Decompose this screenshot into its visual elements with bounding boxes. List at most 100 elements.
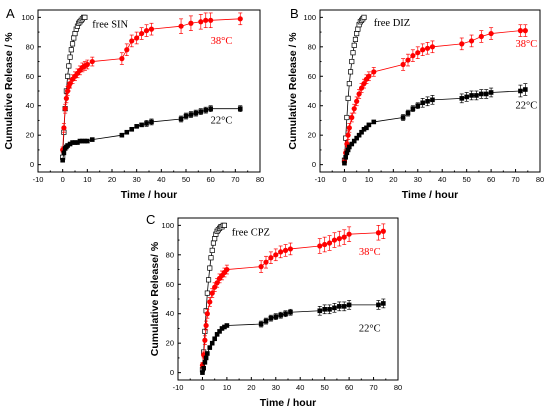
data-point xyxy=(134,124,139,129)
data-point xyxy=(483,91,489,97)
data-point xyxy=(263,318,269,324)
annotation-label: 22°C xyxy=(211,115,233,126)
plot-frame xyxy=(319,9,541,173)
data-point xyxy=(380,228,386,234)
data-point xyxy=(346,231,352,237)
series-line xyxy=(202,230,384,366)
data-point xyxy=(332,305,337,311)
data-point xyxy=(60,157,65,163)
series-line xyxy=(344,30,526,162)
data-point xyxy=(205,351,210,356)
data-point xyxy=(61,150,67,156)
data-point xyxy=(144,121,149,126)
data-point xyxy=(198,109,204,114)
data-point xyxy=(349,141,355,147)
data-point xyxy=(67,81,73,87)
data-point xyxy=(361,81,367,87)
data-point xyxy=(336,236,342,242)
data-point xyxy=(344,114,350,121)
data-point xyxy=(361,126,367,132)
annotation-label: 38°C xyxy=(516,39,538,50)
data-point xyxy=(178,23,184,29)
data-point xyxy=(351,138,357,144)
x-tick-label: 60 xyxy=(345,383,353,392)
data-point xyxy=(206,277,212,283)
y-tick-label: 60 xyxy=(166,280,174,289)
x-tick-label: 60 xyxy=(206,175,214,184)
data-point xyxy=(119,56,125,62)
data-point xyxy=(345,147,351,153)
data-point xyxy=(149,119,154,125)
data-point xyxy=(183,113,189,119)
data-point xyxy=(82,138,88,144)
data-point xyxy=(217,329,222,334)
data-point xyxy=(214,332,220,337)
data-point xyxy=(82,14,88,20)
x-tick-label: 80 xyxy=(256,175,264,184)
data-point xyxy=(71,35,77,41)
data-point xyxy=(143,28,150,34)
plot-frame xyxy=(37,9,261,173)
data-point xyxy=(366,73,372,79)
data-point xyxy=(415,103,421,109)
data-point xyxy=(139,122,144,128)
y-tick-label: 40 xyxy=(308,101,316,110)
data-point xyxy=(209,340,215,346)
series-0 xyxy=(60,14,88,160)
data-point xyxy=(188,112,194,117)
data-point xyxy=(212,336,217,342)
y-tick-label: 60 xyxy=(26,72,34,81)
data-point xyxy=(346,81,352,87)
data-point xyxy=(468,38,475,44)
data-point xyxy=(67,54,73,60)
data-point xyxy=(352,36,358,43)
data-point xyxy=(322,241,328,248)
data-point xyxy=(326,240,333,246)
data-point xyxy=(148,26,155,32)
x-tick-label: 0 xyxy=(200,383,204,392)
data-point xyxy=(224,323,230,328)
x-tick-label: 20 xyxy=(389,175,397,184)
x-tick-label: 60 xyxy=(487,175,495,184)
data-point xyxy=(202,360,208,365)
data-point xyxy=(420,100,425,106)
data-point xyxy=(62,106,68,112)
data-point xyxy=(278,249,284,255)
y-tick-label: 80 xyxy=(166,250,174,259)
y-axis-title: Cumulative Release / % xyxy=(287,32,299,150)
x-tick-label: 20 xyxy=(108,175,116,184)
y-axis-title: Cumulative Release / % xyxy=(3,32,15,150)
data-point xyxy=(364,125,369,131)
y-tick-label: 100 xyxy=(303,13,316,22)
x-tick-label: 10 xyxy=(223,383,231,392)
x-axis-title: Time / hour xyxy=(402,189,458,201)
panel-label: A xyxy=(6,6,15,21)
data-point xyxy=(345,95,351,101)
data-point xyxy=(341,304,347,309)
x-tick-label: 30 xyxy=(132,175,140,184)
data-point xyxy=(70,140,75,145)
data-point xyxy=(347,144,352,150)
data-point xyxy=(322,307,327,312)
data-point xyxy=(129,38,135,44)
data-point xyxy=(345,132,351,138)
data-point xyxy=(124,129,130,135)
data-point xyxy=(488,30,494,37)
data-point xyxy=(209,247,215,253)
data-point xyxy=(207,299,213,305)
x-tick-label: 50 xyxy=(462,175,470,184)
data-point xyxy=(341,234,347,240)
data-point xyxy=(371,119,377,125)
data-point xyxy=(237,16,243,22)
y-tick-label: 40 xyxy=(26,101,34,110)
data-point xyxy=(354,98,360,104)
data-point xyxy=(424,45,431,51)
data-point xyxy=(258,264,264,270)
data-point xyxy=(214,280,220,286)
data-point xyxy=(469,93,474,98)
y-tick-label: 20 xyxy=(308,131,316,140)
data-point xyxy=(344,150,350,156)
data-point xyxy=(282,247,289,253)
data-point xyxy=(77,138,83,144)
data-point xyxy=(204,311,210,317)
